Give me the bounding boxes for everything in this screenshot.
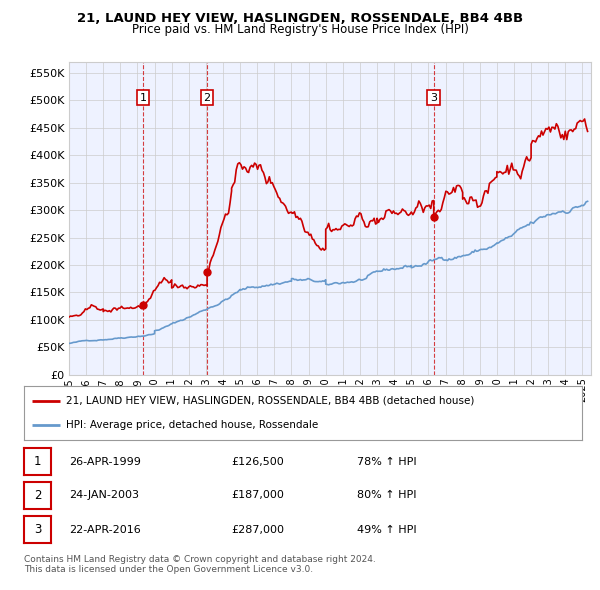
- Text: 1: 1: [139, 93, 146, 103]
- Text: Contains HM Land Registry data © Crown copyright and database right 2024.: Contains HM Land Registry data © Crown c…: [24, 555, 376, 563]
- Text: 26-APR-1999: 26-APR-1999: [69, 457, 141, 467]
- Text: £187,000: £187,000: [231, 490, 284, 500]
- Text: 21, LAUND HEY VIEW, HASLINGDEN, ROSSENDALE, BB4 4BB (detached house): 21, LAUND HEY VIEW, HASLINGDEN, ROSSENDA…: [66, 396, 474, 406]
- Text: Price paid vs. HM Land Registry's House Price Index (HPI): Price paid vs. HM Land Registry's House …: [131, 23, 469, 36]
- Text: This data is licensed under the Open Government Licence v3.0.: This data is licensed under the Open Gov…: [24, 565, 313, 574]
- Text: 2: 2: [203, 93, 211, 103]
- Text: 78% ↑ HPI: 78% ↑ HPI: [357, 457, 416, 467]
- Text: £126,500: £126,500: [231, 457, 284, 467]
- Text: 3: 3: [430, 93, 437, 103]
- Text: 80% ↑ HPI: 80% ↑ HPI: [357, 490, 416, 500]
- Text: 3: 3: [34, 523, 41, 536]
- Text: HPI: Average price, detached house, Rossendale: HPI: Average price, detached house, Ross…: [66, 420, 318, 430]
- Text: 1: 1: [34, 455, 41, 468]
- Text: 21, LAUND HEY VIEW, HASLINGDEN, ROSSENDALE, BB4 4BB: 21, LAUND HEY VIEW, HASLINGDEN, ROSSENDA…: [77, 12, 523, 25]
- Text: £287,000: £287,000: [231, 525, 284, 535]
- Text: 2: 2: [34, 489, 41, 502]
- Text: 24-JAN-2003: 24-JAN-2003: [69, 490, 139, 500]
- Text: 49% ↑ HPI: 49% ↑ HPI: [357, 525, 416, 535]
- Text: 22-APR-2016: 22-APR-2016: [69, 525, 141, 535]
